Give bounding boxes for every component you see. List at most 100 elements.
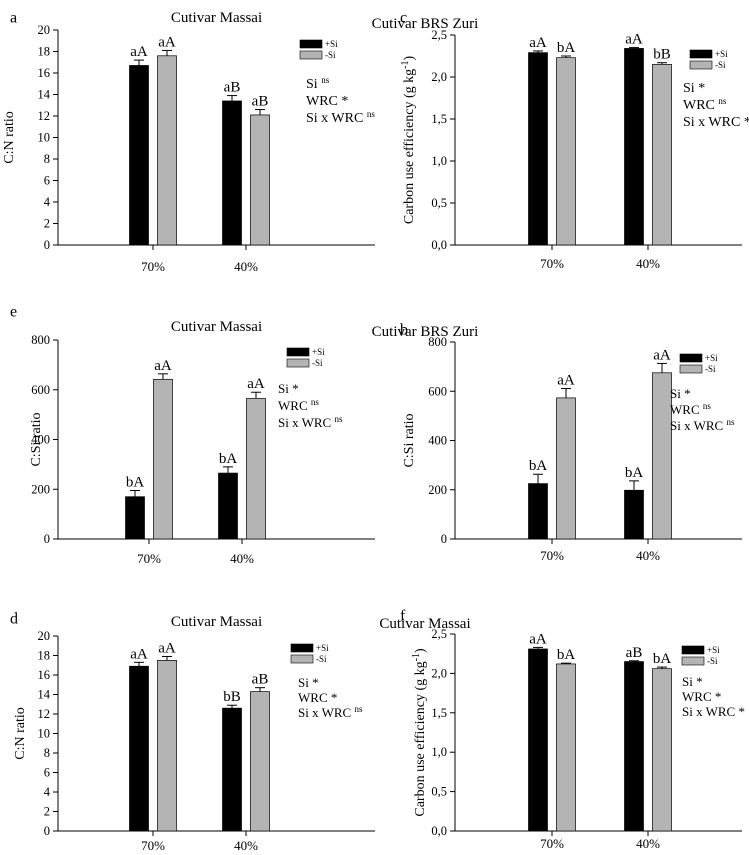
x-tick-label: 70% [540, 548, 564, 563]
x-tick-label: 70% [540, 256, 564, 271]
x-tick-label: 40% [636, 256, 660, 271]
y-tick-label: 0 [441, 532, 447, 546]
data-label: aA [130, 44, 148, 60]
legend-label: -Si [312, 358, 323, 368]
chart-panel-e: e Cutivar Massai 0 200 400 600 800 C:Si ratio 70… [10, 303, 375, 566]
x-tick-label: 40% [234, 838, 258, 853]
legend-swatch [679, 353, 703, 363]
bar [556, 57, 576, 246]
data-label: bA [219, 451, 238, 467]
legend-label: +Si [312, 347, 325, 357]
stat-label: Si x WRC ns [306, 109, 375, 126]
data-label: bA [625, 465, 644, 481]
stat-label: Si x WRC ns [298, 704, 363, 720]
bar [528, 648, 548, 832]
y-axis-label: C:N ratio [13, 707, 28, 760]
bar [157, 660, 177, 832]
y-tick-label: 14 [38, 688, 51, 702]
y-tick-label: 2 [44, 217, 50, 231]
legend-label: -Si [316, 654, 327, 664]
data-label: bA [126, 474, 145, 490]
bar [129, 665, 149, 832]
y-tick-label: 600 [31, 383, 50, 397]
x-tick-label: 40% [230, 551, 254, 566]
y-tick-label: 0,5 [431, 196, 447, 210]
stat-label: Si x WRC ns [670, 417, 735, 433]
data-label: aA [653, 347, 671, 363]
stat-label: Si x WRC ns [278, 414, 343, 430]
y-tick-label: 800 [428, 335, 447, 349]
data-label: aA [158, 34, 176, 50]
bar [153, 378, 173, 540]
data-label: aB [224, 80, 241, 96]
x-tick-label: 40% [636, 548, 660, 563]
legend-label: +Si [316, 643, 329, 653]
data-label: aB [252, 672, 269, 688]
y-tick-label: 400 [428, 434, 447, 448]
y-tick-label: 4 [44, 195, 51, 209]
y-axis-label: C:Si ratio [402, 413, 417, 467]
data-label: aA [130, 646, 148, 662]
data-label: aA [529, 35, 547, 51]
y-tick-label: 2,0 [431, 666, 447, 680]
bar [556, 397, 576, 540]
legend-swatch [681, 645, 705, 655]
data-label: bA [557, 40, 576, 56]
y-tick-label: 16 [38, 668, 51, 682]
y-tick-label: 16 [38, 66, 51, 80]
legend-label: +Si [705, 353, 718, 363]
bar [624, 489, 644, 540]
panel-letter: e [10, 303, 17, 320]
legend-swatch [290, 654, 314, 664]
stat-label: WRC * [298, 690, 337, 705]
y-tick-label: 6 [44, 174, 50, 188]
bar [528, 483, 548, 540]
y-tick-label: 2,5 [431, 28, 447, 42]
stat-label: Si x WRC * [683, 115, 749, 130]
bar [125, 496, 145, 540]
data-label: aB [626, 645, 643, 661]
y-tick-label: 2 [44, 805, 50, 819]
bar [528, 52, 548, 246]
y-tick-label: 18 [38, 649, 51, 663]
stat-label: WRC ns [670, 401, 711, 417]
y-tick-label: 0,0 [431, 238, 447, 252]
bar [157, 55, 177, 246]
y-tick-label: 0 [44, 824, 50, 838]
panel-letter: b [400, 321, 408, 338]
y-axis-label: C:Si ratio [29, 412, 44, 466]
legend-label: -Si [715, 60, 726, 70]
bar [222, 707, 242, 832]
y-tick-label: 12 [38, 109, 51, 123]
x-tick-label: 70% [141, 259, 165, 274]
data-label: bB [223, 689, 241, 705]
y-tick-label: 0,5 [431, 785, 447, 799]
stat-label: Si * [278, 381, 299, 396]
stat-label: Si ns [306, 75, 330, 92]
data-label: aA [247, 376, 265, 392]
data-label: bA [529, 458, 548, 474]
y-tick-label: 0 [44, 238, 50, 252]
legend-label: -Si [325, 50, 336, 60]
legend-swatch [679, 364, 703, 374]
stat-label: Si * [682, 674, 703, 689]
y-tick-label: 8 [44, 152, 50, 166]
legend-label: -Si [707, 656, 718, 666]
bar [250, 691, 270, 832]
legend-swatch [286, 358, 310, 368]
bar [556, 663, 576, 832]
y-tick-label: 20 [38, 23, 51, 37]
bar [652, 64, 672, 246]
y-tick-label: 10 [38, 727, 51, 741]
bar [129, 65, 149, 246]
chart-panel-a: a Cutivar Massai 0 2 4 6 8 10 12 14 16 18 20 C:N rati… [2, 9, 375, 274]
bar [250, 114, 270, 246]
stat-label: WRC ns [683, 96, 727, 113]
legend-label: -Si [705, 364, 716, 374]
y-tick-label: 20 [38, 629, 51, 643]
bar [652, 668, 672, 832]
stat-label: WRC ns [278, 397, 319, 413]
data-label: bA [653, 651, 672, 667]
